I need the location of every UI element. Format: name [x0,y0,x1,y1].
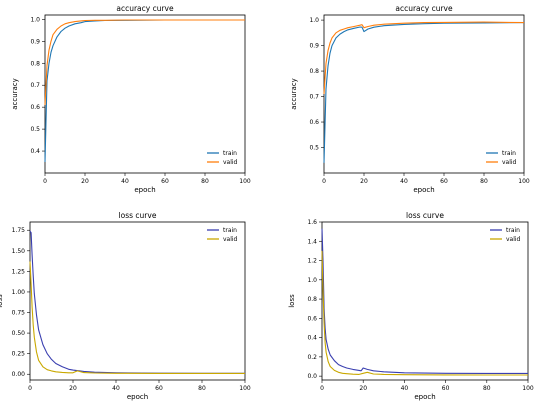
legend-label: train [223,227,237,234]
y-axis-label: loss [0,294,4,308]
chart-panel-1: accuracy curve 0 20 40 60 80 100 0.4 0.5 0.6 0.7 0.… [11,4,251,194]
x-tick-label: 20 [69,385,77,392]
x-tick-label: 20 [359,385,367,392]
chart-title: loss curve [119,211,157,220]
plot-area [44,14,246,174]
x-tick-label: 80 [201,178,209,185]
legend-label: train [223,150,237,157]
x-tick-label: 40 [121,178,129,185]
chart-panel-3: loss curve 0 20 40 60 80 100 0.00 0.25 0.50 0.75 1.… [0,211,251,401]
y-tick-label: 1.0 [307,277,317,284]
x-axis-label: epoch [414,393,435,401]
series-line-valid [29,261,245,374]
y-tick-label: 1.6 [307,219,317,226]
x-tick-label: 40 [401,385,409,392]
y-tick-label: 1.0 [30,16,40,23]
y-tick-label: 0.50 [12,330,26,337]
y-tick-label: 0.7 [309,94,319,101]
x-tick-label: 20 [81,178,89,185]
series-line-valid [323,21,525,95]
chart-title: accuracy curve [116,4,174,13]
y-tick-label: 0.8 [30,60,40,67]
x-axis-label: epoch [134,186,155,194]
y-tick-label: 0.9 [30,38,40,45]
y-tick-label: 0.6 [307,315,317,322]
y-tick-label: 1.50 [12,248,26,255]
x-tick-label: 60 [161,178,169,185]
x-tick-label: 40 [112,385,120,392]
y-tick-label: 1.0 [309,17,319,24]
y-tick-label: 0.8 [307,296,317,303]
legend-label: train [506,227,520,234]
plot-area [29,221,246,381]
y-tick-label: 1.2 [307,258,317,265]
x-tick-label: 0 [43,178,47,185]
x-axis-label: epoch [413,186,434,194]
x-tick-label: 80 [198,385,206,392]
y-tick-label: 1.4 [307,238,317,245]
y-axis-label: loss [288,294,296,308]
chart-title: accuracy curve [395,4,453,13]
x-tick-label: 100 [518,178,530,185]
y-tick-label: 0.4 [30,148,40,155]
x-tick-label: 100 [239,385,251,392]
y-tick-label: 0.5 [309,145,319,152]
y-tick-label: 0.25 [12,351,26,358]
y-tick-label: 0.6 [309,119,319,126]
x-tick-label: 100 [239,178,251,185]
legend-label: valid [506,236,521,243]
series-line-valid [321,250,528,376]
x-tick-label: 20 [360,178,368,185]
y-axis-label: accuracy [11,78,19,110]
legend-label: valid [223,159,238,166]
y-tick-label: 0.5 [30,126,40,133]
y-tick-label: 0.6 [30,104,40,111]
series-line-train [323,22,525,163]
plot-area [321,221,529,381]
plot-area [323,14,525,174]
y-tick-label: 0.0 [307,373,317,380]
y-tick-label: 0.4 [307,335,317,342]
chart-panel-2: accuracy curve 0 20 40 60 80 100 0.5 0.6 0.7 0.8 0.… [290,4,530,194]
y-tick-label: 0.2 [307,354,317,361]
x-tick-label: 0 [322,178,326,185]
y-tick-label: 0.00 [12,371,26,378]
y-tick-label: 0.7 [30,82,40,89]
series-line-train [321,228,528,374]
x-tick-label: 80 [480,178,488,185]
y-tick-label: 0.8 [309,68,319,75]
y-tick-label: 0.9 [309,43,319,50]
x-tick-label: 60 [155,385,163,392]
x-tick-label: 60 [440,178,448,185]
x-tick-label: 40 [400,178,408,185]
x-axis-label: epoch [127,393,148,401]
y-tick-label: 0.75 [12,310,26,317]
y-tick-label: 1.00 [12,289,26,296]
legend-label: valid [502,159,517,166]
series-line-valid [44,19,245,106]
legend-label: train [502,150,516,157]
y-axis-label: accuracy [290,78,298,110]
chart-title: loss curve [406,211,444,220]
y-tick-label: 1.75 [12,227,26,234]
chart-panel-4: loss curve 0 20 40 60 80 100 0.0 0.2 0.4 0.6 0.8 1.0… [288,211,534,401]
x-tick-label: 0 [28,385,32,392]
x-tick-label: 100 [522,385,534,392]
x-tick-label: 0 [320,385,324,392]
x-tick-label: 80 [483,385,491,392]
x-tick-label: 60 [442,385,450,392]
legend-label: valid [223,236,238,243]
y-tick-label: 1.25 [12,268,26,275]
